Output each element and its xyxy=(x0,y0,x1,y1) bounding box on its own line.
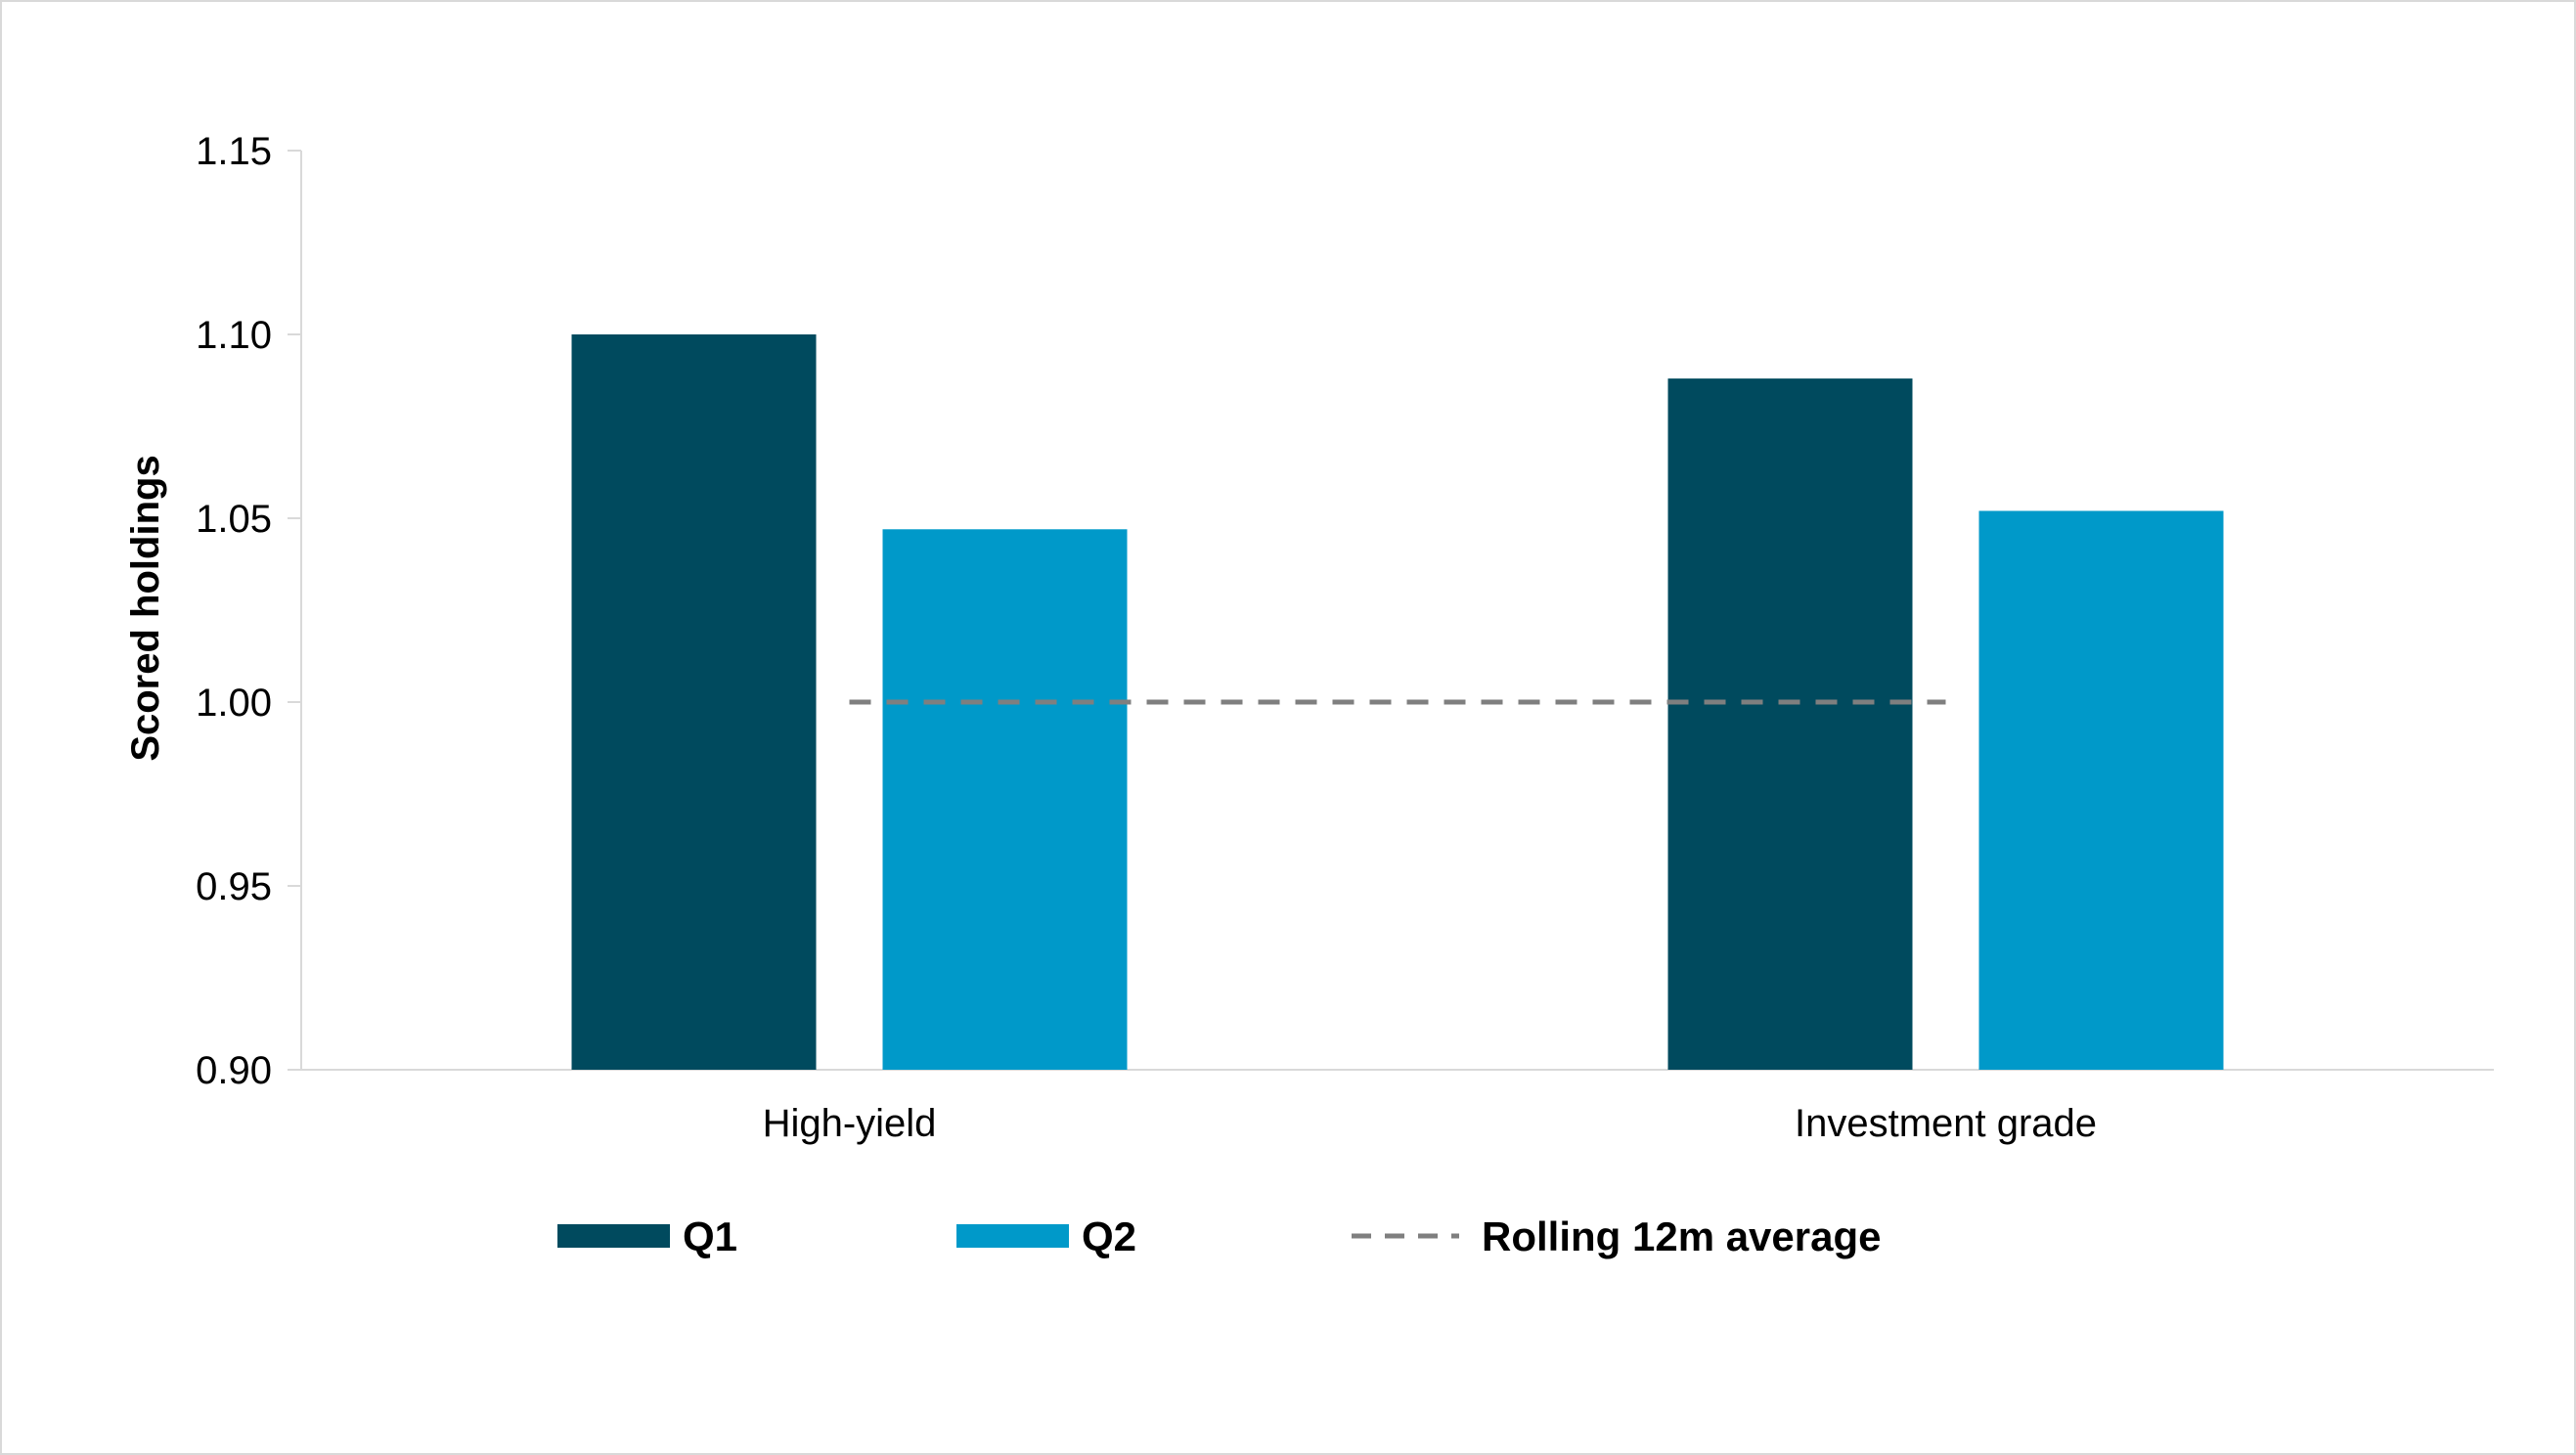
legend-item-q1: Q1 xyxy=(557,1213,737,1259)
bar-q1-2 xyxy=(1667,378,1913,1070)
legend-label: Rolling 12m average xyxy=(1482,1213,1882,1259)
bar-q1-1 xyxy=(571,334,817,1070)
x-category-label: Investment grade xyxy=(1795,1102,2097,1145)
y-tick-label: 1.10 xyxy=(196,314,272,357)
legend-swatch xyxy=(956,1224,1069,1248)
legend-item-rolling-average: Rolling 12m average xyxy=(1352,1213,1882,1259)
y-tick-label: 1.05 xyxy=(196,498,272,541)
y-axis-title: Scored holdings xyxy=(124,455,167,761)
y-axis: 0.90 0.95 1.00 1.05 1.10 1.15 xyxy=(196,130,302,1092)
x-category-label: High-yield xyxy=(763,1102,937,1145)
x-axis: High-yield Investment grade xyxy=(301,1069,2494,1145)
legend-label: Q2 xyxy=(1082,1213,1136,1259)
y-tick-label: 1.00 xyxy=(196,682,272,725)
legend-item-q2: Q2 xyxy=(956,1213,1136,1259)
legend: Q1 Q2 Rolling 12m average xyxy=(557,1213,1882,1259)
legend-label: Q1 xyxy=(683,1213,737,1259)
bars xyxy=(571,334,2224,1070)
y-tick-label: 0.90 xyxy=(196,1049,272,1092)
bar-q2-1 xyxy=(882,529,1128,1070)
legend-swatch xyxy=(557,1224,670,1248)
y-tick-label: 1.15 xyxy=(196,130,272,173)
y-tick-label: 0.95 xyxy=(196,865,272,908)
bar-q2-2 xyxy=(1978,510,2224,1070)
